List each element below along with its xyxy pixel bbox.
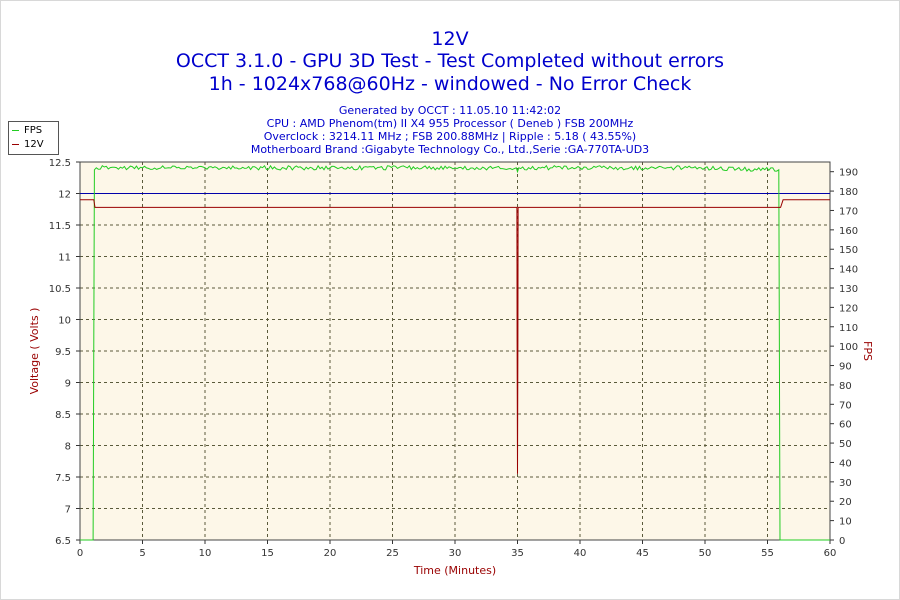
x-axis-label: Time (Minutes): [413, 564, 496, 577]
info-motherboard: Motherboard Brand :Gigabyte Technology C…: [250, 143, 650, 156]
x-tick-label: 15: [261, 548, 274, 559]
x-tick-label: 40: [574, 548, 587, 559]
y-tick-label: 9: [65, 379, 71, 390]
chart-subtitle-config: 1h - 1024x768@60Hz - windowed - No Error…: [208, 73, 692, 95]
chart-legend: FPS 12V: [8, 121, 59, 155]
series-line-12v: [80, 199, 830, 474]
y2-axis-label: FPS: [861, 341, 874, 361]
y2-tick-label: 20: [839, 497, 852, 508]
series-line-fps: [80, 164, 830, 541]
y-tick-label: 7: [65, 505, 71, 516]
legend-item-fps: FPS: [12, 124, 42, 137]
plot-border: [79, 161, 831, 541]
y2-tick-label: 180: [839, 187, 858, 198]
x-tick-label: 45: [636, 548, 649, 559]
x-tick-label: 20: [324, 548, 337, 559]
y-tick-label: 6.5: [55, 536, 71, 547]
y-axis-label: Voltage ( Volts ): [28, 308, 41, 395]
x-tick-label: 5: [139, 548, 145, 559]
y2-tick-label: 0: [839, 536, 845, 547]
y-tick-label: 12: [58, 190, 71, 201]
x-tick-label: 35: [511, 548, 524, 559]
y2-tick-label: 30: [839, 478, 852, 489]
y-tick-label: 12.5: [49, 158, 71, 169]
y2-tick-label: 170: [839, 206, 858, 217]
y-tick-label: 8: [65, 442, 71, 453]
y-tick-label: 10: [58, 316, 71, 327]
info-generated: Generated by OCCT : 11.05.10 11:42:02: [338, 104, 562, 117]
y2-tick-label: 160: [839, 226, 858, 237]
x-tick-label: 10: [199, 548, 212, 559]
chart-subtitle-test: OCCT 3.1.0 - GPU 3D Test - Test Complete…: [175, 50, 725, 72]
info-cpu: CPU : AMD Phenom(tm) II X4 955 Processor…: [266, 117, 634, 130]
chart-title: 12V: [431, 28, 469, 50]
x-tick-label: 25: [386, 548, 399, 559]
y2-tick-label: 120: [839, 303, 858, 314]
y-tick-label: 10.5: [49, 284, 71, 295]
legend-swatch-12v: [12, 143, 19, 145]
y2-tick-label: 130: [839, 284, 858, 295]
y2-tick-label: 80: [839, 381, 852, 392]
y2-tick-label: 110: [839, 323, 858, 334]
x-tick-label: 60: [824, 548, 837, 559]
y2-tick-label: 150: [839, 245, 858, 256]
y2-tick-label: 90: [839, 362, 852, 373]
y2-tick-label: 100: [839, 342, 858, 353]
y2-tick-label: 60: [839, 420, 852, 431]
y-tick-label: 11.5: [49, 221, 71, 232]
y2-tick-label: 50: [839, 439, 852, 450]
legend-swatch-fps: [12, 129, 19, 131]
legend-item-12v: 12V: [12, 138, 44, 151]
y-tick-label: 9.5: [55, 347, 71, 358]
y-tick-label: 8.5: [55, 410, 71, 421]
y2-tick-label: 140: [839, 265, 858, 276]
y2-tick-label: 10: [839, 517, 852, 528]
y2-tick-label: 40: [839, 458, 852, 469]
y2-tick-label: 70: [839, 400, 852, 411]
y-tick-label: 11: [58, 253, 71, 264]
x-tick-label: 30: [449, 548, 462, 559]
legend-label-12v: 12V: [24, 139, 44, 150]
legend-label-fps: FPS: [24, 125, 43, 136]
y-tick-label: 7.5: [55, 473, 71, 484]
x-tick-label: 55: [761, 548, 774, 559]
y2-tick-label: 190: [839, 168, 858, 179]
x-tick-label: 0: [77, 548, 83, 559]
info-overclock: Overclock : 3214.11 MHz ; FSB 200.88MHz …: [263, 130, 637, 143]
x-tick-label: 50: [699, 548, 712, 559]
